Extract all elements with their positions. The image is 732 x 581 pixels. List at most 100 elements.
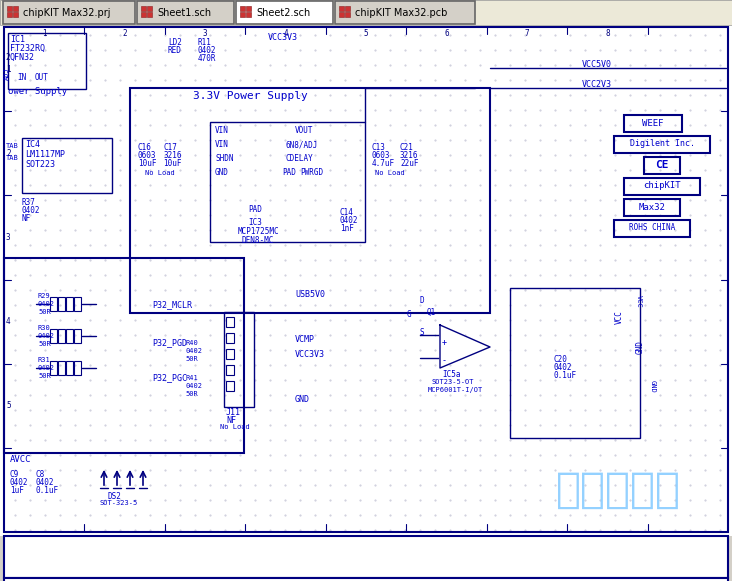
Bar xyxy=(74,361,81,375)
Text: 1nF: 1nF xyxy=(340,224,354,233)
Text: P32_MCLR: P32_MCLR xyxy=(152,300,192,309)
Text: TAB: TAB xyxy=(6,155,19,161)
Bar xyxy=(339,12,344,17)
Bar xyxy=(624,115,682,132)
Text: R40: R40 xyxy=(185,340,198,346)
Text: chipKIT Max32: chipKIT Max32 xyxy=(60,538,125,547)
Text: VOUT: VOUT xyxy=(295,126,313,135)
Bar xyxy=(7,6,12,11)
Text: OUT: OUT xyxy=(35,73,49,82)
Bar xyxy=(335,1,475,24)
Text: C20: C20 xyxy=(553,355,567,364)
Bar xyxy=(226,365,234,375)
Text: 5: 5 xyxy=(364,29,368,38)
Text: 10uF: 10uF xyxy=(138,159,157,168)
Text: FT232RQ: FT232RQ xyxy=(10,44,45,53)
Bar xyxy=(50,329,57,343)
Bar xyxy=(4,27,728,532)
Bar xyxy=(246,6,251,11)
Text: ower Supply: ower Supply xyxy=(8,87,67,96)
Text: IC3: IC3 xyxy=(248,218,262,227)
Text: R31: R31 xyxy=(38,357,51,363)
Text: 3: 3 xyxy=(6,233,11,242)
Text: IN: IN xyxy=(17,73,26,82)
Text: 0402: 0402 xyxy=(10,478,29,487)
Text: WEEF: WEEF xyxy=(642,119,664,127)
Bar xyxy=(0,25,732,536)
Text: No Load: No Load xyxy=(220,424,250,430)
Text: 50R: 50R xyxy=(38,309,51,315)
Text: VCC2V3: VCC2V3 xyxy=(582,80,612,89)
Text: TAB: TAB xyxy=(6,143,19,149)
Text: 7: 7 xyxy=(525,29,529,38)
Text: DRAWN BY:: DRAWN BY: xyxy=(7,566,52,575)
Text: VIN: VIN xyxy=(215,140,229,149)
Text: 0402: 0402 xyxy=(38,365,55,371)
Text: Engineer:NEA  Author:GMA: Engineer:NEA Author:GMA xyxy=(58,566,178,575)
Bar xyxy=(50,361,57,375)
Bar xyxy=(130,88,490,313)
Text: No Load: No Load xyxy=(145,170,175,176)
Text: SHDN: SHDN xyxy=(215,154,234,163)
Bar xyxy=(236,1,333,24)
Bar xyxy=(510,288,640,438)
Text: VCC3V3: VCC3V3 xyxy=(295,350,325,359)
Text: 0.1uF: 0.1uF xyxy=(35,486,58,495)
Bar xyxy=(246,12,251,17)
Bar xyxy=(4,258,244,453)
Bar xyxy=(66,361,73,375)
Bar xyxy=(22,138,112,193)
Text: 22uF: 22uF xyxy=(400,159,419,168)
Text: VCC: VCC xyxy=(636,295,642,308)
Bar xyxy=(13,12,18,17)
Text: 0402: 0402 xyxy=(185,383,202,389)
Text: SOT-323-5: SOT-323-5 xyxy=(100,500,138,506)
Text: IC4: IC4 xyxy=(25,140,40,149)
Text: Digilent Inc.: Digilent Inc. xyxy=(630,139,695,149)
Text: AVCC: AVCC xyxy=(10,455,31,464)
Text: D: D xyxy=(420,296,425,305)
Text: 4.7uF: 4.7uF xyxy=(372,159,395,168)
Bar xyxy=(226,333,234,343)
Text: 0402: 0402 xyxy=(35,478,53,487)
Bar xyxy=(137,1,234,24)
Text: P32_PGC: P32_PGC xyxy=(152,373,187,382)
Text: NF: NF xyxy=(226,416,236,425)
Text: LD2: LD2 xyxy=(168,38,182,47)
Text: R11: R11 xyxy=(198,38,212,47)
Text: VCC5V0: VCC5V0 xyxy=(582,60,612,69)
Text: 深圳宏力捷: 深圳宏力捷 xyxy=(556,469,681,511)
Text: MCP1725MC: MCP1725MC xyxy=(238,227,280,236)
Text: ADJ: ADJ xyxy=(4,67,10,80)
Bar xyxy=(226,317,234,327)
Text: +: + xyxy=(442,338,447,347)
Bar xyxy=(50,297,57,311)
Text: DRAWING TITLE:: DRAWING TITLE: xyxy=(7,552,77,561)
Bar xyxy=(644,157,680,174)
Text: SOT223: SOT223 xyxy=(25,160,55,169)
Text: VCMP: VCMP xyxy=(295,335,315,344)
Text: 3216: 3216 xyxy=(400,151,419,160)
Text: ROHS CHINA: ROHS CHINA xyxy=(629,224,675,232)
Text: -: - xyxy=(442,356,447,365)
Text: MCP6001T-I/OT: MCP6001T-I/OT xyxy=(428,387,483,393)
Bar xyxy=(66,329,73,343)
Text: PWRGD: PWRGD xyxy=(300,168,323,177)
Text: 0402: 0402 xyxy=(38,301,55,307)
Text: 50R: 50R xyxy=(185,356,198,362)
Text: 0402: 0402 xyxy=(198,46,217,55)
Text: R30: R30 xyxy=(38,325,51,331)
Bar xyxy=(3,1,135,24)
Text: 1: 1 xyxy=(42,29,47,38)
Text: 1uF: 1uF xyxy=(10,486,24,495)
Text: IC5a: IC5a xyxy=(442,370,460,379)
Text: GND: GND xyxy=(215,168,229,177)
Bar xyxy=(240,12,245,17)
Text: C21: C21 xyxy=(400,143,414,152)
Bar xyxy=(141,12,146,17)
Text: GND: GND xyxy=(295,395,310,404)
Text: Sheet2.sch: Sheet2.sch xyxy=(256,8,310,17)
Text: C14: C14 xyxy=(340,208,354,217)
Bar xyxy=(240,6,245,11)
Text: 8: 8 xyxy=(605,29,610,38)
